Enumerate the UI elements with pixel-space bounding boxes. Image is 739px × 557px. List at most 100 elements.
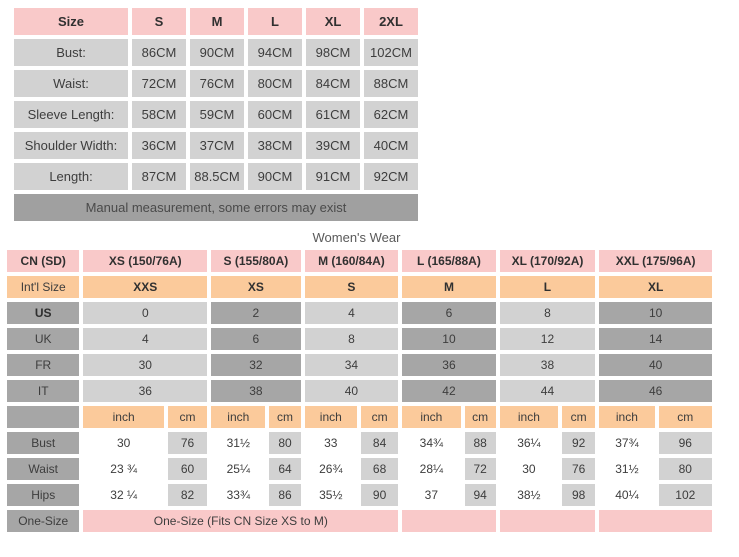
bust-measure-row: Bust 30 76 31½ 80 33 84 34¾ 88 36¼ 92 37… — [7, 432, 712, 454]
us-size-label: US — [7, 302, 80, 324]
waist-inch-value: 31½ — [599, 458, 655, 480]
uk-size-label: UK — [7, 328, 80, 350]
hips-cm-value: 86 — [269, 484, 301, 506]
us-size-row: US 0 2 4 6 8 10 — [7, 302, 712, 324]
size-col-l: L — [248, 8, 302, 35]
length-row: Length: 87CM 88.5CM 90CM 91CM 92CM — [14, 163, 418, 190]
measurement-value: 60CM — [248, 101, 302, 128]
cn-col-xxl: XXL (175/96A) — [599, 250, 712, 272]
inch-header: inch — [402, 406, 461, 428]
intl-size-value: M — [402, 276, 496, 298]
note-row: Manual measurement, some errors may exis… — [14, 194, 418, 221]
intl-size-value: XS — [211, 276, 301, 298]
waist-cm-value: 60 — [167, 458, 208, 480]
waist-measure-row: Waist 23 ¾ 60 25¼ 64 26¾ 68 28¼ 72 30 76… — [7, 458, 712, 480]
us-size-value: 8 — [499, 302, 596, 324]
hips-inch-value: 38½ — [499, 484, 559, 506]
size-header-cell: Size — [14, 8, 128, 35]
inch-header: inch — [499, 406, 559, 428]
measurement-note: Manual measurement, some errors may exis… — [14, 194, 418, 221]
cn-col-m: M (160/84A) — [304, 250, 399, 272]
measurement-value: 39CM — [306, 132, 360, 159]
measurement-value: 80CM — [248, 70, 302, 97]
it-size-value: 38 — [211, 380, 301, 402]
bust-cm-value: 84 — [360, 432, 399, 454]
fr-size-value: 34 — [304, 354, 399, 376]
hips-inch-value: 40¼ — [599, 484, 655, 506]
measurement-value: 92CM — [364, 163, 418, 190]
cn-sd-header-cell: CN (SD) — [7, 250, 80, 272]
cn-col-xl: XL (170/92A) — [499, 250, 596, 272]
cn-col-xs: XS (150/76A) — [83, 250, 208, 272]
it-size-value: 40 — [304, 380, 399, 402]
fr-size-value: 30 — [83, 354, 208, 376]
it-size-value: 36 — [83, 380, 208, 402]
waist-cm-value: 68 — [360, 458, 399, 480]
measurement-label: Shoulder Width: — [14, 132, 128, 159]
intl-size-value: XXS — [83, 276, 208, 298]
us-size-value: 10 — [599, 302, 712, 324]
inch-header: inch — [211, 406, 266, 428]
bust-cm-value: 96 — [658, 432, 712, 454]
measurement-value: 72CM — [132, 70, 186, 97]
measurement-value: 36CM — [132, 132, 186, 159]
waist-cm-value: 76 — [562, 458, 596, 480]
bust-inch-value: 36¼ — [499, 432, 559, 454]
waist-inch-value: 23 ¾ — [83, 458, 164, 480]
intl-size-label: Int'l Size — [7, 276, 80, 298]
one-size-cell — [499, 510, 596, 532]
cn-size-header-row: CN (SD) XS (150/76A) S (155/80A) M (160/… — [7, 250, 712, 272]
us-size-value: 4 — [304, 302, 399, 324]
fr-size-label: FR — [7, 354, 80, 376]
cm-header: cm — [269, 406, 301, 428]
shoulder-width-row: Shoulder Width: 36CM 37CM 38CM 39CM 40CM — [14, 132, 418, 159]
one-size-cell — [402, 510, 496, 532]
measurement-value: 61CM — [306, 101, 360, 128]
measurement-value: 84CM — [306, 70, 360, 97]
measurement-value: 76CM — [190, 70, 244, 97]
measurement-value: 40CM — [364, 132, 418, 159]
cm-header: cm — [562, 406, 596, 428]
measurement-value: 102CM — [364, 39, 418, 66]
it-size-label: IT — [7, 380, 80, 402]
bust-label: Bust — [7, 432, 80, 454]
one-size-row: One-Size One-Size (Fits CN Size XS to M) — [7, 510, 712, 532]
size-col-m: M — [190, 8, 244, 35]
bust-cm-value: 88 — [464, 432, 496, 454]
uk-size-value: 12 — [499, 328, 596, 350]
it-size-row: IT 36 38 40 42 44 46 — [7, 380, 712, 402]
measurement-value: 38CM — [248, 132, 302, 159]
bust-row: Bust: 86CM 90CM 94CM 98CM 102CM — [14, 39, 418, 66]
bust-inch-value: 30 — [83, 432, 164, 454]
hips-inch-value: 35½ — [304, 484, 357, 506]
cm-header: cm — [360, 406, 399, 428]
intl-size-row: Int'l Size XXS XS S M L XL — [7, 276, 712, 298]
measurement-label: Length: — [14, 163, 128, 190]
womens-wear-title: Women's Wear — [312, 230, 401, 245]
waist-row: Waist: 72CM 76CM 80CM 84CM 88CM — [14, 70, 418, 97]
hips-measure-row: Hips 32 ¼ 82 33¾ 86 35½ 90 37 94 38½ 98 … — [7, 484, 712, 506]
inch-header: inch — [599, 406, 655, 428]
uk-size-value: 8 — [304, 328, 399, 350]
measurement-label: Waist: — [14, 70, 128, 97]
us-size-value: 0 — [83, 302, 208, 324]
one-size-label: One-Size — [7, 510, 80, 532]
uk-size-row: UK 4 6 8 10 12 14 — [7, 328, 712, 350]
uk-size-value: 14 — [599, 328, 712, 350]
size-col-2xl: 2XL — [364, 8, 418, 35]
intl-size-value: XL — [599, 276, 712, 298]
hips-cm-value: 94 — [464, 484, 496, 506]
hips-inch-value: 33¾ — [211, 484, 266, 506]
fr-size-value: 32 — [211, 354, 301, 376]
cm-header: cm — [658, 406, 712, 428]
it-size-value: 42 — [402, 380, 496, 402]
bust-inch-value: 31½ — [211, 432, 266, 454]
measurement-value: 88CM — [364, 70, 418, 97]
size-col-s: S — [132, 8, 186, 35]
bust-inch-value: 37¾ — [599, 432, 655, 454]
waist-inch-value: 26¾ — [304, 458, 357, 480]
garment-size-header-row: Size S M L XL 2XL — [14, 8, 418, 35]
waist-label: Waist — [7, 458, 80, 480]
sleeve-length-row: Sleeve Length: 58CM 59CM 60CM 61CM 62CM — [14, 101, 418, 128]
measurement-value: 62CM — [364, 101, 418, 128]
